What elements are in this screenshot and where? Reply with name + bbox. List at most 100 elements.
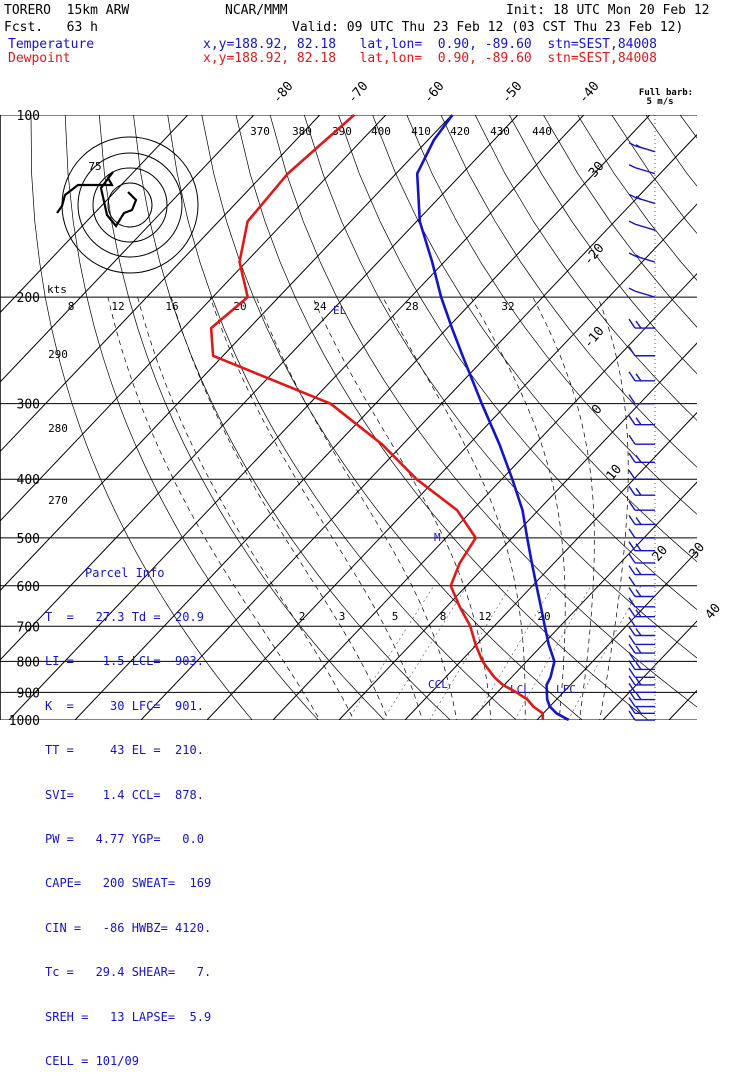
theta-label: 270 (48, 494, 68, 507)
pressure-tick-label: 100 (17, 109, 40, 124)
dry-adiabat-line (475, 115, 740, 733)
isotherm-line (471, 115, 740, 720)
hodograph-ring-label: 32 (501, 300, 514, 313)
hodograph-ring (62, 137, 198, 273)
parcel-row: T = 27.3 Td = 20.9 (45, 610, 235, 625)
hodograph-ring-label: 24 (313, 300, 327, 313)
wind-barb-flag (629, 635, 635, 644)
wind-barb-flag (629, 588, 635, 597)
wind-barb-flag (629, 319, 635, 328)
theta-label: 280 (48, 422, 68, 435)
wind-barb-flag (629, 566, 635, 575)
dry-adiabat-line (373, 115, 740, 733)
marker-label: M (434, 531, 441, 544)
mixing-ratio-line (430, 586, 511, 720)
wind-barb-shaft (635, 291, 655, 297)
wind-barb-flag (629, 221, 635, 224)
barb-legend-unit: 5 m/s (646, 97, 673, 107)
theta-e-label: 440 (532, 125, 552, 138)
dry-adiabat-line (612, 115, 740, 733)
dry-adiabat-line (543, 115, 740, 733)
wind-barb-flag (636, 488, 641, 495)
isotherm-tick-label: 10 (604, 462, 626, 484)
mixing-ratio-label: 2 (299, 610, 306, 623)
wind-barb-flag (629, 668, 635, 677)
marker-label: CCL (428, 678, 448, 691)
isotherm-tick-label: -40 (576, 79, 603, 107)
wind-barb-flag (629, 542, 635, 551)
dry-adiabat-line (441, 115, 740, 733)
mixing-ratio-label: 5 (392, 610, 399, 623)
isotherm-line (273, 115, 740, 720)
wind-barb-flag (629, 486, 635, 495)
dry-adiabat-line (339, 115, 740, 733)
mixing-ratio-label: 3 (339, 610, 346, 623)
wind-barb-flag (629, 416, 635, 425)
dry-adiabat-line (270, 115, 732, 733)
pressure-tick-label: 400 (17, 473, 40, 488)
theta-e-label: 370 (250, 125, 270, 138)
parcel-row: PW = 4.77 YGP= 0.0 (45, 832, 235, 847)
isotherm-line (735, 115, 740, 720)
marker-label: LFC (556, 683, 576, 696)
isotherm-tick-label: 30 (687, 540, 709, 562)
isotherm-line (339, 115, 740, 720)
theta-e-label: 430 (490, 125, 510, 138)
wind-barb-flag (636, 646, 641, 653)
moist-adiabat-line (383, 297, 525, 733)
isotherm-tick-label: -70 (345, 79, 372, 107)
wind-barb-flag (636, 590, 641, 597)
wind-barb-flag (636, 568, 641, 575)
wind-barb-flag (629, 515, 635, 524)
isotherm-line (207, 115, 740, 720)
parcel-row: CELL = 101/09 (45, 1054, 235, 1069)
dry-adiabat-line (680, 115, 740, 733)
isotherm-tick-label: 40 (703, 601, 725, 623)
hodograph-ring-label: 12 (111, 300, 124, 313)
wind-barb-flag (636, 544, 641, 551)
wind-barb-flag (636, 662, 641, 669)
wind-barb-flag (629, 577, 635, 586)
parcel-row: TT = 43 EL = 210. (45, 743, 235, 758)
wind-barb-flag (629, 165, 635, 168)
hodograph-units: kts (47, 283, 67, 296)
pressure-tick-label: 200 (17, 291, 40, 306)
parcel-row: K = 30 LFC= 901. (45, 699, 235, 714)
pressure-tick-label: 1000 (9, 714, 40, 729)
wind-barb-flag (636, 418, 641, 425)
wind-barb-flag (629, 529, 635, 538)
wind-barb-flag (636, 629, 641, 636)
theta-label: 290 (48, 348, 68, 361)
wind-barb-flag (629, 470, 635, 479)
dry-adiabat-line (304, 115, 740, 733)
hodograph-ring (108, 183, 152, 227)
isotherm-tick-label: -50 (499, 79, 526, 107)
isotherm-line (537, 115, 740, 720)
isotherm-tick-label: -10 (581, 324, 608, 352)
mixing-ratio-label: 8 (440, 610, 447, 623)
pressure-tick-label: 700 (17, 620, 40, 635)
parcel-row: CIN = -86 HWBZ= 4120. (45, 921, 235, 936)
isotherm-line (669, 115, 740, 720)
wind-barb-flag (629, 347, 635, 356)
wind-barb-shaft (635, 224, 655, 230)
hodograph-ring-label: 16 (165, 300, 178, 313)
wind-barb-flag (629, 288, 635, 291)
isotherm-tick-label: -80 (270, 79, 297, 107)
temperature-profile (417, 115, 569, 720)
dry-adiabat-line (509, 115, 740, 733)
theta-e-label: 400 (371, 125, 391, 138)
marker-label: EL (333, 304, 347, 317)
mixing-ratio-line (383, 586, 467, 720)
pressure-tick-label: 800 (17, 655, 40, 670)
hodograph-ring-label: 28 (405, 300, 418, 313)
pressure-tick-label: 300 (17, 398, 40, 413)
theta-e-label: 410 (411, 125, 431, 138)
wind-barb-flag (636, 517, 641, 524)
parcel-row: SREH = 13 LAPSE= 5.9 (45, 1010, 235, 1025)
theta-e-label: 380 (292, 125, 312, 138)
mixing-ratio-label: 12 (478, 610, 491, 623)
parcel-info-panel: Parcel Info T = 27.3 Td = 20.9 LI = -1.5… (45, 536, 235, 1083)
isotherm-tick-label: -60 (421, 79, 448, 107)
hodograph-ring-label: 8 (68, 300, 75, 313)
